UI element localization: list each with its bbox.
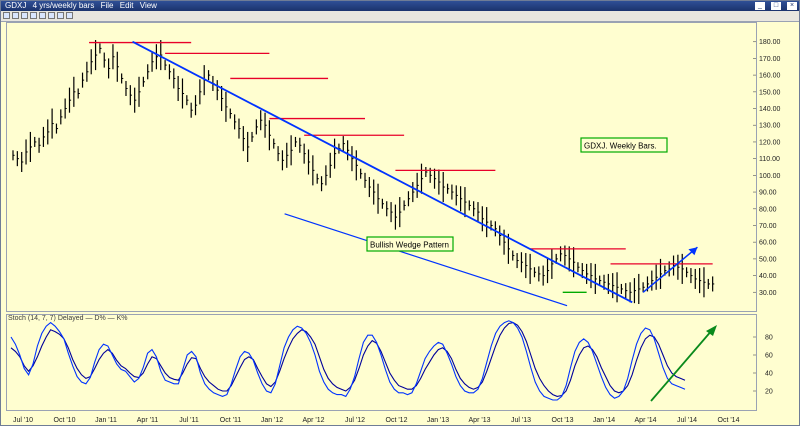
oscillator-header: Stoch (14, 7, 7) Delayed — D% — K% [8, 315, 128, 322]
stoch-d-line [10, 322, 686, 397]
price-tick-label: 40.00 [759, 273, 777, 280]
stochastic-lines [10, 320, 717, 402]
price-tick-label: 150.00 [759, 89, 781, 96]
time-tick-label: Jul '12 [345, 417, 365, 424]
title-bar: GDXJ 4 yrs/weekly bars File Edit View _ … [1, 1, 799, 11]
time-tick-label: Oct '12 [386, 417, 408, 424]
price-axis: 30.00 40.00 50.00 60.00 70.00 80.00 90.00 100.0… [753, 39, 781, 297]
time-tick-label: Jan '11 [95, 417, 117, 424]
minimize-icon[interactable]: _ [755, 2, 765, 10]
legend-k: — K% [107, 315, 128, 322]
price-tick-label: 80.00 [759, 206, 777, 213]
osc-tick-label: 20 [765, 389, 773, 396]
oscillator-arrow-shaft[interactable] [650, 328, 714, 402]
pattern-annotation: Bullish Wedge Pattern [370, 241, 449, 250]
price-tick-label: 30.00 [759, 290, 777, 297]
text-icon[interactable] [30, 12, 37, 19]
price-tick-label: 60.00 [759, 240, 777, 247]
osc-tick-label: 60 [765, 353, 773, 360]
time-tick-label: Apr '12 [303, 417, 325, 424]
annotations: GDXJ. Weekly Bars. Bullish Wedge Pattern [366, 137, 668, 252]
time-tick-label: Jul '14 [677, 417, 697, 424]
price-tick-label: 140.00 [759, 106, 781, 113]
price-tick-label: 180.00 [759, 39, 781, 46]
trend-icon[interactable] [48, 12, 55, 19]
time-tick-label: Jan '13 [427, 417, 449, 424]
fib-icon[interactable] [57, 12, 64, 19]
menu-file[interactable]: File [100, 1, 114, 10]
time-axis: Jul '10 Oct '10 Jan '11 Apr '11 Jul '11 Oct '… [13, 417, 740, 424]
price-tick-label: 120.00 [759, 139, 781, 146]
price-bars [12, 40, 715, 304]
time-tick-label: Jul '11 [179, 417, 199, 424]
close-icon[interactable]: × [787, 2, 797, 10]
pattern-annotation-frame [366, 236, 454, 252]
symbol-selector[interactable]: GDXJ [5, 1, 27, 10]
price-tick-label: 50.00 [759, 256, 777, 263]
oscillator-arrow-head [706, 325, 717, 336]
maximize-icon[interactable]: □ [771, 2, 781, 10]
window-controls: _ □ × [751, 1, 797, 10]
wedge-lower-trendline[interactable] [284, 213, 568, 307]
time-tick-label: Jan '12 [261, 417, 283, 424]
wedge-upper-trendline[interactable] [132, 40, 633, 304]
arrow-icon[interactable] [66, 12, 73, 19]
time-tick-label: Apr '11 [137, 417, 159, 424]
price-tick-label: 130.00 [759, 123, 781, 130]
price-tick-label: 170.00 [759, 56, 781, 63]
time-tick-label: Oct '14 [718, 417, 740, 424]
osc-tick-label: 80 [765, 335, 773, 342]
time-tick-label: Apr '13 [469, 417, 491, 424]
price-tick-label: 100.00 [759, 173, 781, 180]
menu-view[interactable]: View [139, 1, 157, 10]
price-tick-label: 160.00 [759, 73, 781, 80]
time-tick-label: Oct '11 [220, 417, 242, 424]
projection-arrow-shaft[interactable] [642, 246, 698, 293]
time-tick-label: Jul '10 [13, 417, 33, 424]
legend-d: — D% [85, 315, 106, 322]
title-annotation: GDXJ. Weekly Bars. [584, 142, 657, 151]
time-tick-label: Jul '13 [511, 417, 531, 424]
osc-tick-label: 40 [765, 371, 773, 378]
line-icon[interactable] [21, 12, 28, 19]
price-tick-label: 70.00 [759, 223, 777, 230]
oscillator-name[interactable]: Stoch [8, 315, 26, 322]
title-annotation-frame [580, 137, 668, 153]
oscillator-axis: 20 40 60 80 [753, 335, 773, 396]
time-tick-label: Apr '14 [635, 417, 657, 424]
hline-icon[interactable] [39, 12, 46, 19]
projection-arrow-head [688, 247, 698, 256]
price-tick-label: 110.00 [759, 156, 780, 163]
time-tick-label: Oct '13 [552, 417, 574, 424]
timeframe-selector[interactable]: 4 yrs/weekly bars [32, 1, 95, 10]
stoch-k-line [10, 320, 686, 401]
menu-edit[interactable]: Edit [119, 1, 134, 10]
drawn-lines [89, 40, 713, 307]
time-tick-label: Jan '14 [593, 417, 615, 424]
zoom-icon[interactable] [12, 12, 19, 19]
drawing-toolbar [1, 11, 799, 22]
oscillator-params: (14, 7, 7) Delayed [27, 315, 84, 322]
crosshair-icon[interactable] [3, 12, 10, 19]
price-tick-label: 90.00 [759, 190, 777, 197]
time-tick-label: Oct '10 [54, 417, 76, 424]
